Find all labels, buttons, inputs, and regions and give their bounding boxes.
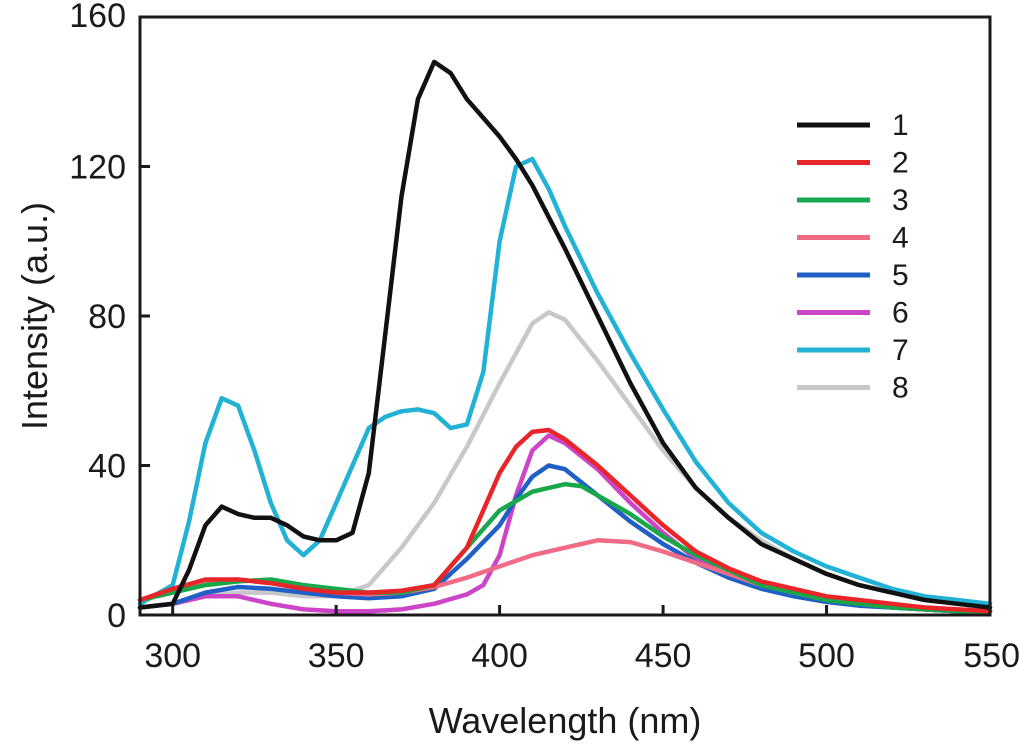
series-line-1 <box>137 59 993 610</box>
y-tick-label: 80 <box>88 298 126 336</box>
legend-label-6: 6 <box>892 297 909 330</box>
y-tick-label: 120 <box>69 149 126 187</box>
x-tick-label: 550 <box>963 637 1020 675</box>
x-tick-label: 500 <box>798 637 855 675</box>
y-tick-label: 40 <box>88 448 126 486</box>
plot-frame <box>138 15 992 617</box>
legend-label-1: 1 <box>892 109 909 142</box>
series-line-2 <box>137 427 993 614</box>
axes: 300 350 400 450 500 550 0 40 80 120 160 <box>69 0 1020 675</box>
legend: 1 2 3 4 5 6 7 8 <box>797 109 909 405</box>
series-line-7 <box>137 156 993 607</box>
legend-label-4: 4 <box>892 222 909 255</box>
x-axis-label: Wavelength (nm) <box>429 700 702 741</box>
series-line-8 <box>137 310 993 610</box>
y-axis-label: Intensity (a.u.) <box>14 202 55 430</box>
y-tick-label: 160 <box>69 0 126 35</box>
x-tick-label: 350 <box>308 637 365 675</box>
legend-label-7: 7 <box>892 334 909 367</box>
y-tick-label: 0 <box>107 597 126 635</box>
series-line-3 <box>137 481 993 614</box>
plot-lines <box>137 59 993 614</box>
x-tick-label: 300 <box>144 637 201 675</box>
x-tick-label: 400 <box>471 637 528 675</box>
legend-label-5: 5 <box>892 259 909 292</box>
legend-label-3: 3 <box>892 184 909 217</box>
x-tick-label: 450 <box>635 637 692 675</box>
legend-label-2: 2 <box>892 147 909 180</box>
legend-label-8: 8 <box>892 372 909 405</box>
